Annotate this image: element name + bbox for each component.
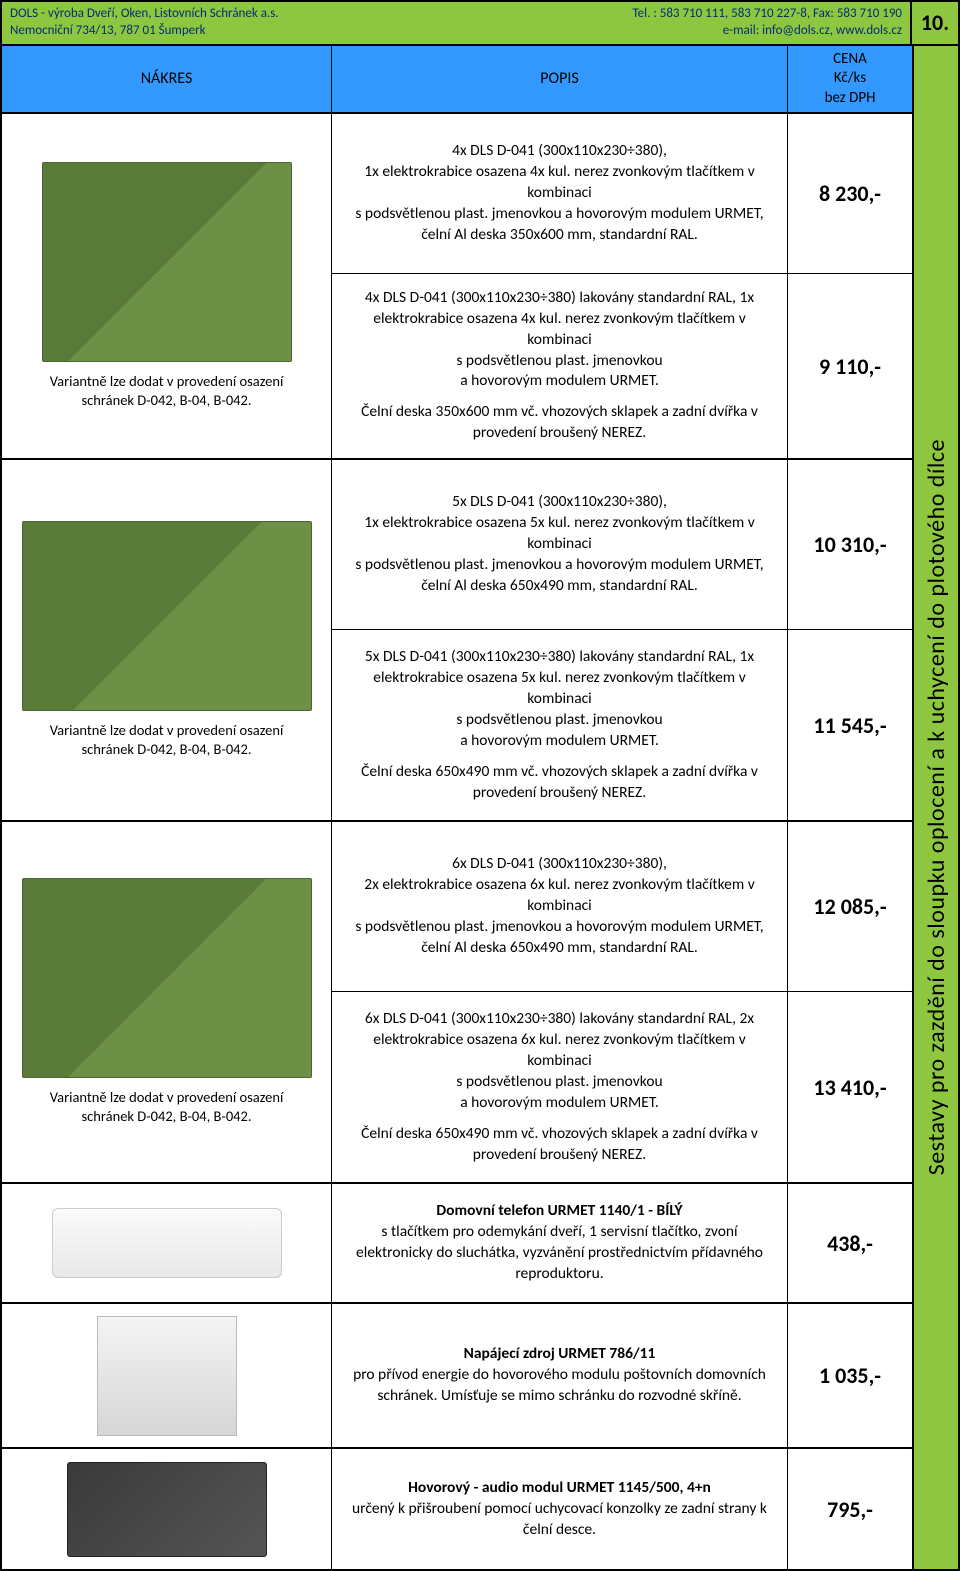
price-5x-b: 11 545,- xyxy=(788,630,912,820)
contact-line2: e-mail: info@dols.cz, www.dols.cz xyxy=(632,23,902,40)
group-4x: Variantně lze dodat v provedení osazení … xyxy=(2,114,912,460)
variant-note-5x: Variantně lze dodat v provedení osazení … xyxy=(50,721,284,759)
price-4x-a: 8 230,- xyxy=(788,114,912,273)
image-cell-5x: Variantně lze dodat v provedení osazení … xyxy=(2,460,332,820)
desc-4x-a: 4x DLS D-041 (300x110x230÷380), 1x elekt… xyxy=(332,114,788,273)
group-5x: Variantně lze dodat v provedení osazení … xyxy=(2,460,912,822)
image-cell-phone xyxy=(2,1184,332,1302)
product-image-phone xyxy=(52,1208,282,1278)
desc-5x-a: 5x DLS D-041 (300x110x230÷380), 1x elekt… xyxy=(332,460,788,629)
product-image-psu xyxy=(97,1316,237,1436)
side-title: Sestavy pro zazdění do sloupku oplocení … xyxy=(922,439,951,1175)
row-phone: Domovní telefon URMET 1140/1 - BÍLÝ s tl… xyxy=(2,1184,912,1304)
image-cell-6x: Variantně lze dodat v provedení osazení … xyxy=(2,822,332,1182)
price-6x-b: 13 410,- xyxy=(788,992,912,1182)
col-header-popis: POPIS xyxy=(332,46,788,112)
product-rows: Variantně lze dodat v provedení osazení … xyxy=(2,114,912,1569)
desc-6x-a: 6x DLS D-041 (300x110x230÷380), 2x elekt… xyxy=(332,822,788,991)
image-cell-audio xyxy=(2,1449,332,1569)
contact-line1: Tel. : 583 710 111, 583 710 227-8, Fax: … xyxy=(632,6,902,23)
desc-audio: Hovorový - audio modul URMET 1145/500, 4… xyxy=(332,1449,788,1569)
desc-4x-b: 4x DLS D-041 (300x110x230÷380) lakovány … xyxy=(332,274,788,458)
price-psu: 1 035,- xyxy=(788,1304,912,1447)
body-wrap: NÁKRES POPIS CENA Kč/ks bez DPH Variantn… xyxy=(2,46,958,1569)
variant-note-line2: schránek D-042, B-04, B-042. xyxy=(50,391,284,410)
product-image-6x xyxy=(22,878,312,1078)
variant-note-4x: Variantně lze dodat v provedení osazení … xyxy=(50,372,284,410)
product-image-audio xyxy=(67,1462,267,1557)
cena-line3: bez DPH xyxy=(825,89,876,109)
variant-note-line1: Variantně lze dodat v provedení osazení xyxy=(50,372,284,391)
col-header-cena: CENA Kč/ks bez DPH xyxy=(788,46,912,112)
price-audio: 795,- xyxy=(788,1449,912,1569)
contact-info: Tel. : 583 710 111, 583 710 227-8, Fax: … xyxy=(624,2,912,44)
page-number: 10. xyxy=(912,2,958,44)
price-6x-a: 12 085,- xyxy=(788,822,912,991)
price-4x-b: 9 110,- xyxy=(788,274,912,458)
image-cell-4x: Variantně lze dodat v provedení osazení … xyxy=(2,114,332,458)
desc-5x-b: 5x DLS D-041 (300x110x230÷380) lakovány … xyxy=(332,630,788,820)
company-line1: DOLS - výroba Dveří, Oken, Listovních Sc… xyxy=(10,6,616,23)
price-5x-a: 10 310,- xyxy=(788,460,912,629)
column-header-row: NÁKRES POPIS CENA Kč/ks bez DPH xyxy=(2,46,912,114)
row-audio: Hovorový - audio modul URMET 1145/500, 4… xyxy=(2,1449,912,1569)
company-line2: Nemocniční 734/13, 787 01 Šumperk xyxy=(10,23,616,40)
company-info: DOLS - výroba Dveří, Oken, Listovních Sc… xyxy=(2,2,624,44)
col-header-nakres: NÁKRES xyxy=(2,46,332,112)
cena-line1: CENA xyxy=(833,50,867,70)
side-bar: Sestavy pro zazdění do sloupku oplocení … xyxy=(912,46,958,1569)
page: DOLS - výroba Dveří, Oken, Listovních Sc… xyxy=(0,0,960,1571)
product-image-4x xyxy=(42,162,292,362)
main-column: NÁKRES POPIS CENA Kč/ks bez DPH Variantn… xyxy=(2,46,912,1569)
group-6x: Variantně lze dodat v provedení osazení … xyxy=(2,822,912,1184)
price-phone: 438,- xyxy=(788,1184,912,1302)
row-psu: Napájecí zdroj URMET 786/11 pro přívod e… xyxy=(2,1304,912,1449)
image-cell-psu xyxy=(2,1304,332,1447)
variant-note-6x: Variantně lze dodat v provedení osazení … xyxy=(50,1088,284,1126)
top-header: DOLS - výroba Dveří, Oken, Listovních Sc… xyxy=(2,2,958,46)
desc-phone: Domovní telefon URMET 1140/1 - BÍLÝ s tl… xyxy=(332,1184,788,1302)
desc-psu: Napájecí zdroj URMET 786/11 pro přívod e… xyxy=(332,1304,788,1447)
cena-line2: Kč/ks xyxy=(834,69,866,89)
product-image-5x xyxy=(22,521,312,711)
desc-6x-b: 6x DLS D-041 (300x110x230÷380) lakovány … xyxy=(332,992,788,1182)
